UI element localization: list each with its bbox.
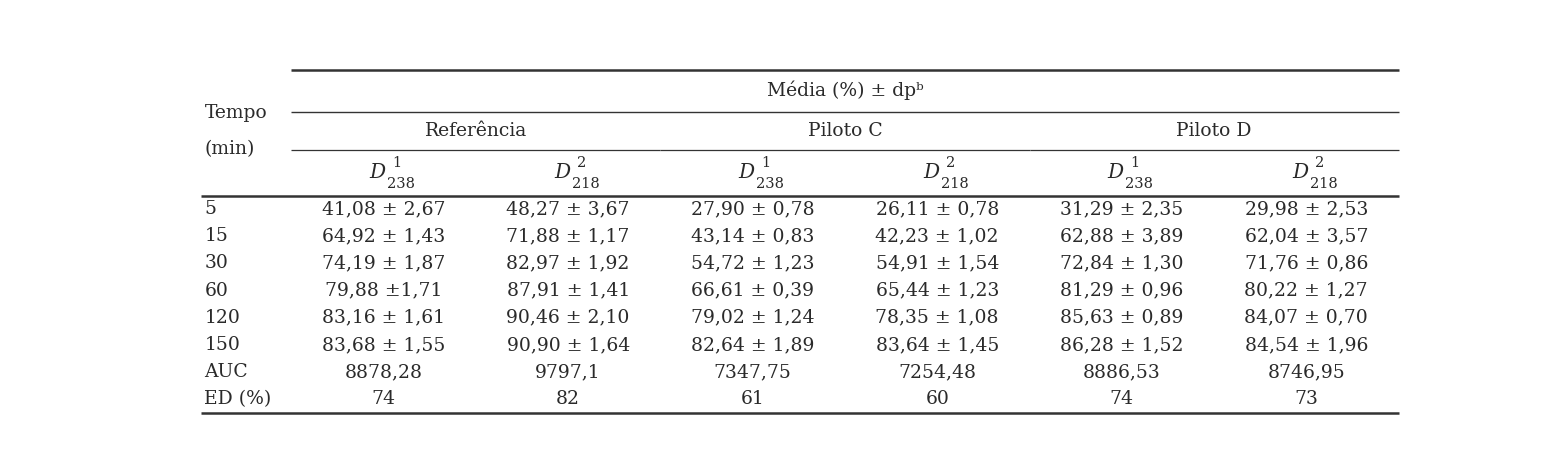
Text: (min): (min) — [204, 140, 256, 158]
Text: 1: 1 — [762, 155, 770, 170]
Text: 62,88 ± 3,89: 62,88 ± 3,89 — [1059, 228, 1184, 245]
Text: 64,92 ± 1,43: 64,92 ± 1,43 — [323, 228, 446, 245]
Text: 62,04 ± 3,57: 62,04 ± 3,57 — [1245, 228, 1368, 245]
Text: 7347,75: 7347,75 — [714, 363, 791, 381]
Text: 83,16 ± 1,61: 83,16 ± 1,61 — [323, 309, 446, 327]
Text: Piloto D: Piloto D — [1176, 122, 1251, 140]
Text: 66,61 ± 0,39: 66,61 ± 0,39 — [692, 282, 815, 300]
Text: 82,97 ± 1,92: 82,97 ± 1,92 — [506, 255, 629, 273]
Text: 2: 2 — [1315, 155, 1324, 170]
Text: AUC: AUC — [204, 363, 248, 381]
Text: 60: 60 — [204, 282, 229, 300]
Text: 1: 1 — [1130, 155, 1139, 170]
Text: 8878,28: 8878,28 — [344, 363, 422, 381]
Text: 2: 2 — [576, 155, 586, 170]
Text: 150: 150 — [204, 336, 240, 354]
Text: 30: 30 — [204, 255, 229, 273]
Text: Referência: Referência — [425, 122, 527, 140]
Text: Média (%) ± dpᵇ: Média (%) ± dpᵇ — [767, 81, 924, 100]
Text: 27,90 ± 0,78: 27,90 ± 0,78 — [690, 200, 815, 218]
Text: 9797,1: 9797,1 — [536, 363, 601, 381]
Text: 54,72 ± 1,23: 54,72 ± 1,23 — [690, 255, 815, 273]
Text: 82,64 ± 1,89: 82,64 ± 1,89 — [692, 336, 815, 354]
Text: 80,22 ± 1,27: 80,22 ± 1,27 — [1245, 282, 1368, 300]
Text: 218: 218 — [1310, 177, 1338, 191]
Text: 31,29 ± 2,35: 31,29 ± 2,35 — [1059, 200, 1184, 218]
Text: 83,68 ± 1,55: 83,68 ± 1,55 — [323, 336, 446, 354]
Text: 73: 73 — [1295, 390, 1318, 408]
Text: 71,88 ± 1,17: 71,88 ± 1,17 — [506, 228, 629, 245]
Text: D: D — [555, 163, 570, 182]
Text: 8886,53: 8886,53 — [1083, 363, 1161, 381]
Text: 43,14 ± 0,83: 43,14 ± 0,83 — [692, 228, 815, 245]
Text: 79,88 ±1,71: 79,88 ±1,71 — [326, 282, 442, 300]
Text: 78,35 ± 1,08: 78,35 ± 1,08 — [876, 309, 999, 327]
Text: 90,46 ± 2,10: 90,46 ± 2,10 — [506, 309, 629, 327]
Text: 85,63 ± 0,89: 85,63 ± 0,89 — [1059, 309, 1184, 327]
Text: 218: 218 — [572, 177, 600, 191]
Text: 2: 2 — [946, 155, 955, 170]
Text: Tempo: Tempo — [204, 103, 266, 121]
Text: 72,84 ± 1,30: 72,84 ± 1,30 — [1059, 255, 1184, 273]
Text: 71,76 ± 0,86: 71,76 ± 0,86 — [1245, 255, 1368, 273]
Text: 82: 82 — [556, 390, 580, 408]
Text: 7254,48: 7254,48 — [899, 363, 977, 381]
Text: 238: 238 — [388, 177, 416, 191]
Text: 238: 238 — [1125, 177, 1153, 191]
Text: 218: 218 — [941, 177, 969, 191]
Text: D: D — [1108, 163, 1123, 182]
Text: 74: 74 — [372, 390, 396, 408]
Text: 48,27 ± 3,67: 48,27 ± 3,67 — [506, 200, 629, 218]
Text: D: D — [1292, 163, 1309, 182]
Text: ED (%): ED (%) — [204, 390, 271, 408]
Text: 65,44 ± 1,23: 65,44 ± 1,23 — [876, 282, 999, 300]
Text: 87,91 ± 1,41: 87,91 ± 1,41 — [506, 282, 629, 300]
Text: 238: 238 — [756, 177, 784, 191]
Text: 84,07 ± 0,70: 84,07 ± 0,70 — [1245, 309, 1368, 327]
Text: D: D — [369, 163, 386, 182]
Text: 84,54 ± 1,96: 84,54 ± 1,96 — [1245, 336, 1368, 354]
Text: 26,11 ± 0,78: 26,11 ± 0,78 — [876, 200, 999, 218]
Text: 54,91 ± 1,54: 54,91 ± 1,54 — [876, 255, 999, 273]
Text: 81,29 ± 0,96: 81,29 ± 0,96 — [1059, 282, 1184, 300]
Text: Piloto C: Piloto C — [807, 122, 882, 140]
Text: 1: 1 — [393, 155, 402, 170]
Text: 60: 60 — [925, 390, 949, 408]
Text: 41,08 ± 2,67: 41,08 ± 2,67 — [323, 200, 446, 218]
Text: 29,98 ± 2,53: 29,98 ± 2,53 — [1245, 200, 1368, 218]
Text: 42,23 ± 1,02: 42,23 ± 1,02 — [876, 228, 999, 245]
Text: 83,64 ± 1,45: 83,64 ± 1,45 — [876, 336, 999, 354]
Text: 79,02 ± 1,24: 79,02 ± 1,24 — [690, 309, 815, 327]
Text: 5: 5 — [204, 200, 217, 218]
Text: 8746,95: 8746,95 — [1268, 363, 1345, 381]
Text: 74,19 ± 1,87: 74,19 ± 1,87 — [323, 255, 446, 273]
Text: 15: 15 — [204, 228, 229, 245]
Text: D: D — [924, 163, 939, 182]
Text: 86,28 ± 1,52: 86,28 ± 1,52 — [1059, 336, 1184, 354]
Text: D: D — [738, 163, 754, 182]
Text: 74: 74 — [1109, 390, 1134, 408]
Text: 61: 61 — [740, 390, 765, 408]
Text: 90,90 ± 1,64: 90,90 ± 1,64 — [506, 336, 629, 354]
Text: 120: 120 — [204, 309, 240, 327]
